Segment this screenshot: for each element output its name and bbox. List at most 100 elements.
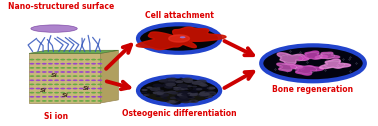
Circle shape bbox=[36, 88, 40, 89]
Circle shape bbox=[97, 84, 102, 85]
Circle shape bbox=[54, 67, 59, 69]
Circle shape bbox=[192, 81, 203, 85]
Circle shape bbox=[184, 88, 189, 90]
Circle shape bbox=[85, 96, 90, 98]
Circle shape bbox=[166, 100, 169, 101]
Polygon shape bbox=[291, 65, 323, 75]
Circle shape bbox=[195, 82, 201, 84]
Circle shape bbox=[91, 75, 96, 77]
Text: Si ion: Si ion bbox=[44, 112, 68, 121]
Circle shape bbox=[167, 83, 173, 85]
Polygon shape bbox=[299, 51, 328, 59]
Circle shape bbox=[29, 75, 34, 77]
Circle shape bbox=[191, 101, 195, 102]
Circle shape bbox=[48, 59, 53, 60]
Circle shape bbox=[178, 92, 189, 96]
Circle shape bbox=[167, 79, 175, 82]
Circle shape bbox=[200, 82, 204, 84]
Circle shape bbox=[85, 67, 90, 69]
Circle shape bbox=[67, 75, 71, 77]
Circle shape bbox=[48, 84, 53, 85]
Circle shape bbox=[177, 84, 188, 87]
Circle shape bbox=[157, 87, 160, 88]
Circle shape bbox=[42, 71, 47, 73]
Circle shape bbox=[181, 93, 190, 96]
Circle shape bbox=[189, 90, 197, 93]
Circle shape bbox=[181, 78, 189, 81]
Circle shape bbox=[180, 36, 186, 38]
Circle shape bbox=[73, 71, 77, 73]
Circle shape bbox=[79, 67, 84, 69]
Circle shape bbox=[91, 71, 96, 73]
Circle shape bbox=[54, 75, 59, 77]
Polygon shape bbox=[29, 53, 101, 103]
Text: Si: Si bbox=[83, 86, 90, 91]
Circle shape bbox=[85, 71, 90, 73]
Circle shape bbox=[166, 80, 171, 81]
Circle shape bbox=[189, 88, 192, 89]
Circle shape bbox=[79, 100, 84, 102]
Circle shape bbox=[165, 83, 176, 86]
Circle shape bbox=[165, 86, 174, 89]
Circle shape bbox=[170, 101, 181, 105]
Circle shape bbox=[189, 84, 194, 86]
Circle shape bbox=[60, 84, 65, 85]
Circle shape bbox=[54, 88, 59, 89]
Circle shape bbox=[36, 75, 40, 77]
Text: Osteogenic differentiation: Osteogenic differentiation bbox=[122, 109, 236, 118]
Circle shape bbox=[36, 100, 40, 102]
Circle shape bbox=[36, 96, 40, 98]
Circle shape bbox=[60, 71, 65, 73]
Circle shape bbox=[204, 90, 215, 94]
Circle shape bbox=[73, 88, 77, 89]
Circle shape bbox=[73, 59, 77, 60]
Polygon shape bbox=[29, 50, 118, 53]
Circle shape bbox=[73, 100, 77, 102]
Circle shape bbox=[184, 91, 188, 93]
Circle shape bbox=[187, 92, 198, 95]
Circle shape bbox=[36, 67, 40, 69]
Circle shape bbox=[79, 71, 84, 73]
Circle shape bbox=[54, 63, 59, 65]
Circle shape bbox=[156, 91, 166, 94]
Circle shape bbox=[48, 96, 53, 98]
Circle shape bbox=[97, 63, 102, 65]
Circle shape bbox=[197, 93, 208, 97]
Circle shape bbox=[146, 93, 150, 95]
Circle shape bbox=[36, 63, 40, 65]
Circle shape bbox=[67, 67, 71, 69]
Circle shape bbox=[158, 90, 164, 92]
Polygon shape bbox=[136, 27, 226, 50]
Circle shape bbox=[67, 84, 71, 85]
Polygon shape bbox=[315, 52, 339, 59]
Circle shape bbox=[73, 67, 77, 69]
Circle shape bbox=[85, 88, 90, 89]
Circle shape bbox=[67, 71, 71, 73]
Circle shape bbox=[138, 76, 220, 105]
Circle shape bbox=[54, 79, 59, 81]
Circle shape bbox=[97, 67, 102, 69]
Polygon shape bbox=[319, 59, 350, 69]
Circle shape bbox=[184, 80, 194, 83]
Circle shape bbox=[60, 79, 65, 81]
Circle shape bbox=[146, 87, 153, 89]
Circle shape bbox=[158, 79, 168, 83]
Circle shape bbox=[182, 101, 190, 103]
Circle shape bbox=[91, 67, 96, 69]
Circle shape bbox=[97, 88, 102, 89]
Circle shape bbox=[186, 94, 190, 95]
Circle shape bbox=[187, 92, 198, 96]
Circle shape bbox=[166, 78, 175, 81]
Circle shape bbox=[181, 86, 188, 88]
Circle shape bbox=[29, 71, 34, 73]
Circle shape bbox=[42, 92, 47, 93]
Circle shape bbox=[60, 100, 65, 102]
Circle shape bbox=[152, 84, 162, 87]
Circle shape bbox=[160, 94, 167, 97]
Circle shape bbox=[73, 96, 77, 98]
Circle shape bbox=[73, 92, 77, 93]
Circle shape bbox=[212, 92, 215, 93]
Circle shape bbox=[91, 92, 96, 93]
Circle shape bbox=[159, 93, 169, 97]
Circle shape bbox=[200, 91, 210, 95]
